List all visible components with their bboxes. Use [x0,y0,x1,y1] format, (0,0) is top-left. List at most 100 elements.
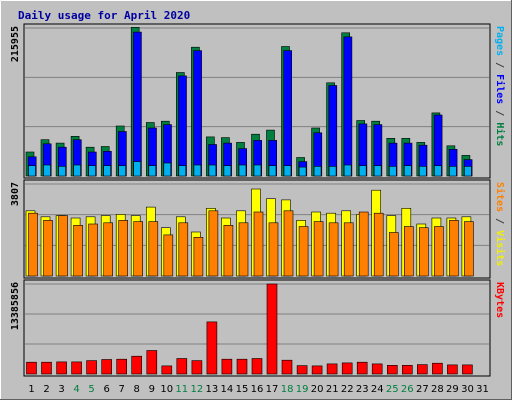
bar-pages-day-8 [133,161,141,177]
bar-kbytes-day-3 [56,361,67,375]
x-tick-label-day-27: 27 [416,384,429,395]
x-tick-label-day-6: 6 [104,384,110,395]
bar-sites-day-13 [208,210,219,277]
x-tick-label-day-23: 23 [356,384,369,395]
bar-files-day-22 [343,36,353,177]
bar-sites-day-7 [118,220,128,277]
bar-kbytes-day-7 [116,358,127,375]
x-tick-label-day-14: 14 [221,384,234,395]
bar-pages-day-12 [193,164,202,177]
bar-pages-day-28 [434,165,442,177]
panel-mid-max-label: 3807 [10,182,21,206]
bar-files-day-11 [178,75,187,177]
bar-sites-day-14 [223,225,234,277]
x-tick-label-day-24: 24 [371,384,384,395]
bar-kbytes-day-21 [326,363,338,375]
x-tick-label-day-12: 12 [191,384,204,395]
bar-sites-day-29 [449,220,459,277]
panel-mid: 3807 Sites / Visits [10,179,506,279]
bar-kbytes-day-25 [386,364,398,375]
bar-sites-day-18 [283,210,294,277]
bar-sites-day-5 [88,223,98,277]
series-label-part: KBytes [494,282,505,318]
x-tick-label-day-30: 30 [461,384,474,395]
bar-pages-day-24 [373,165,382,177]
bar-sites-day-12 [193,237,204,277]
x-tick-label-day-31: 31 [476,384,489,395]
series-label-part: Hits [494,122,506,146]
x-tick-label-day-8: 8 [134,384,140,395]
bar-files-day-12 [193,50,202,177]
bar-kbytes-day-2 [41,361,52,375]
bar-sites-day-28 [434,226,444,277]
series-label-part: Visits [494,230,506,266]
bar-sites-day-22 [343,222,354,277]
bar-pages-day-15 [238,164,247,177]
x-tick-label-day-29: 29 [446,384,459,395]
bar-pages-day-22 [343,164,352,177]
x-tick-label-day-17: 17 [266,384,279,395]
bar-kbytes-day-6 [101,359,112,375]
bar-kbytes-day-28 [432,362,443,375]
bar-pages-day-17 [268,165,277,177]
bar-files-day-21 [328,85,338,177]
bar-pages-day-18 [283,165,292,177]
bar-pages-day-23 [358,165,367,177]
bar-pages-day-4 [73,164,81,177]
bar-pages-day-5 [88,165,96,177]
bar-kbytes-day-1 [26,361,37,375]
bar-kbytes-day-26 [401,364,413,375]
x-tick-label-day-1: 1 [28,384,34,395]
bar-pages-day-27 [418,166,427,177]
panel-mid-series-label: Sites / Visits [494,182,506,266]
panel-top: 215955 Pages / Files / Hits [10,23,506,179]
x-tick-label-day-10: 10 [160,384,173,395]
bar-kbytes-day-14 [221,358,233,375]
bar-kbytes-day-4 [71,361,82,375]
bar-pages-day-26 [403,165,412,177]
bar-files-day-18 [283,50,293,177]
bar-sites-day-17 [268,222,279,277]
bar-sites-day-1 [28,212,38,277]
x-tick-label-day-21: 21 [326,384,339,395]
x-tick-label-day-15: 15 [236,384,249,395]
bar-sites-day-24 [373,212,384,277]
bar-sites-day-8 [133,221,143,277]
x-tick-label-day-20: 20 [311,384,324,395]
series-label-part: Sites [494,182,506,212]
bar-sites-day-23 [358,211,369,277]
x-tick-label-day-13: 13 [206,384,219,395]
x-tick-label-day-22: 22 [341,384,354,395]
bar-sites-day-16 [253,211,264,277]
bar-pages-day-11 [178,165,187,177]
bar-kbytes-day-23 [356,361,368,375]
x-tick-label-day-5: 5 [88,384,94,395]
series-label-part: / [494,104,505,122]
series-label-part: Pages [494,26,505,56]
bar-sites-day-10 [163,234,174,277]
x-tick-label-day-25: 25 [386,384,399,395]
bar-kbytes-day-24 [371,363,383,375]
bar-sites-day-4 [73,225,83,277]
bar-kbytes-day-17 [266,283,278,375]
bar-kbytes-day-18 [281,359,293,375]
bar-sites-day-2 [43,220,53,277]
bar-sites-day-15 [238,222,249,277]
bar-kbytes-day-22 [341,362,353,375]
series-label-part: / [494,212,505,230]
chart-title: Daily usage for April 2020 [18,9,190,22]
bar-pages-day-20 [313,166,322,177]
series-label-part: / [494,56,505,74]
bar-kbytes-day-8 [131,355,142,375]
x-tick-label-day-28: 28 [431,384,444,395]
bar-sites-day-9 [148,221,159,277]
x-tick-label-day-16: 16 [251,384,264,395]
bar-pages-day-25 [388,166,397,177]
bar-pages-day-29 [449,166,457,177]
panel-bot-max-label: 13385856 [10,282,21,330]
x-tick-label-day-2: 2 [43,384,49,395]
bar-kbytes-day-29 [447,364,458,375]
bar-kbytes-day-30 [462,364,473,375]
bar-pages-day-2 [43,164,51,177]
bar-pages-day-16 [253,164,262,177]
